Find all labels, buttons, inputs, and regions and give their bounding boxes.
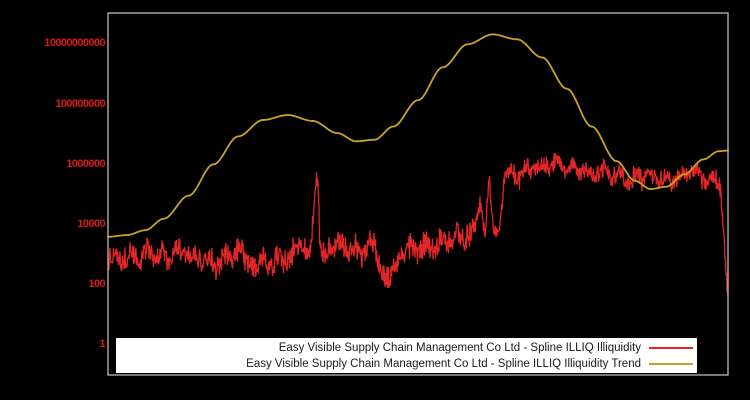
plot-background	[108, 13, 728, 375]
y-axis-tick-2: 1000000	[66, 158, 105, 170]
y-axis-tick-0: 10000000000	[44, 37, 105, 49]
legend-label-illiquidity-trend: Easy Visible Supply Chain Management Co …	[246, 357, 641, 370]
legend-item-illiquidity[interactable]: Easy Visible Supply Chain Management Co …	[116, 340, 697, 356]
series-illiquidity-trend-line	[107, 33, 729, 238]
legend-item-illiquidity-trend[interactable]: Easy Visible Supply Chain Management Co …	[116, 356, 697, 372]
y-axis-tick-4: 100	[88, 278, 105, 290]
plot-frame	[107, 12, 729, 376]
y-axis-tick-5: 1	[99, 338, 105, 350]
legend-swatch-illiquidity-trend	[649, 362, 693, 365]
legend-label-illiquidity: Easy Visible Supply Chain Management Co …	[278, 341, 641, 354]
y-axis-tick-3: 10000	[77, 218, 105, 230]
chart-legend: Easy Visible Supply Chain Management Co …	[116, 338, 697, 373]
legend-swatch-illiquidity	[649, 346, 693, 349]
series-illiquidity-line	[107, 152, 729, 295]
y-axis-tick-1: 100000000	[55, 98, 105, 110]
